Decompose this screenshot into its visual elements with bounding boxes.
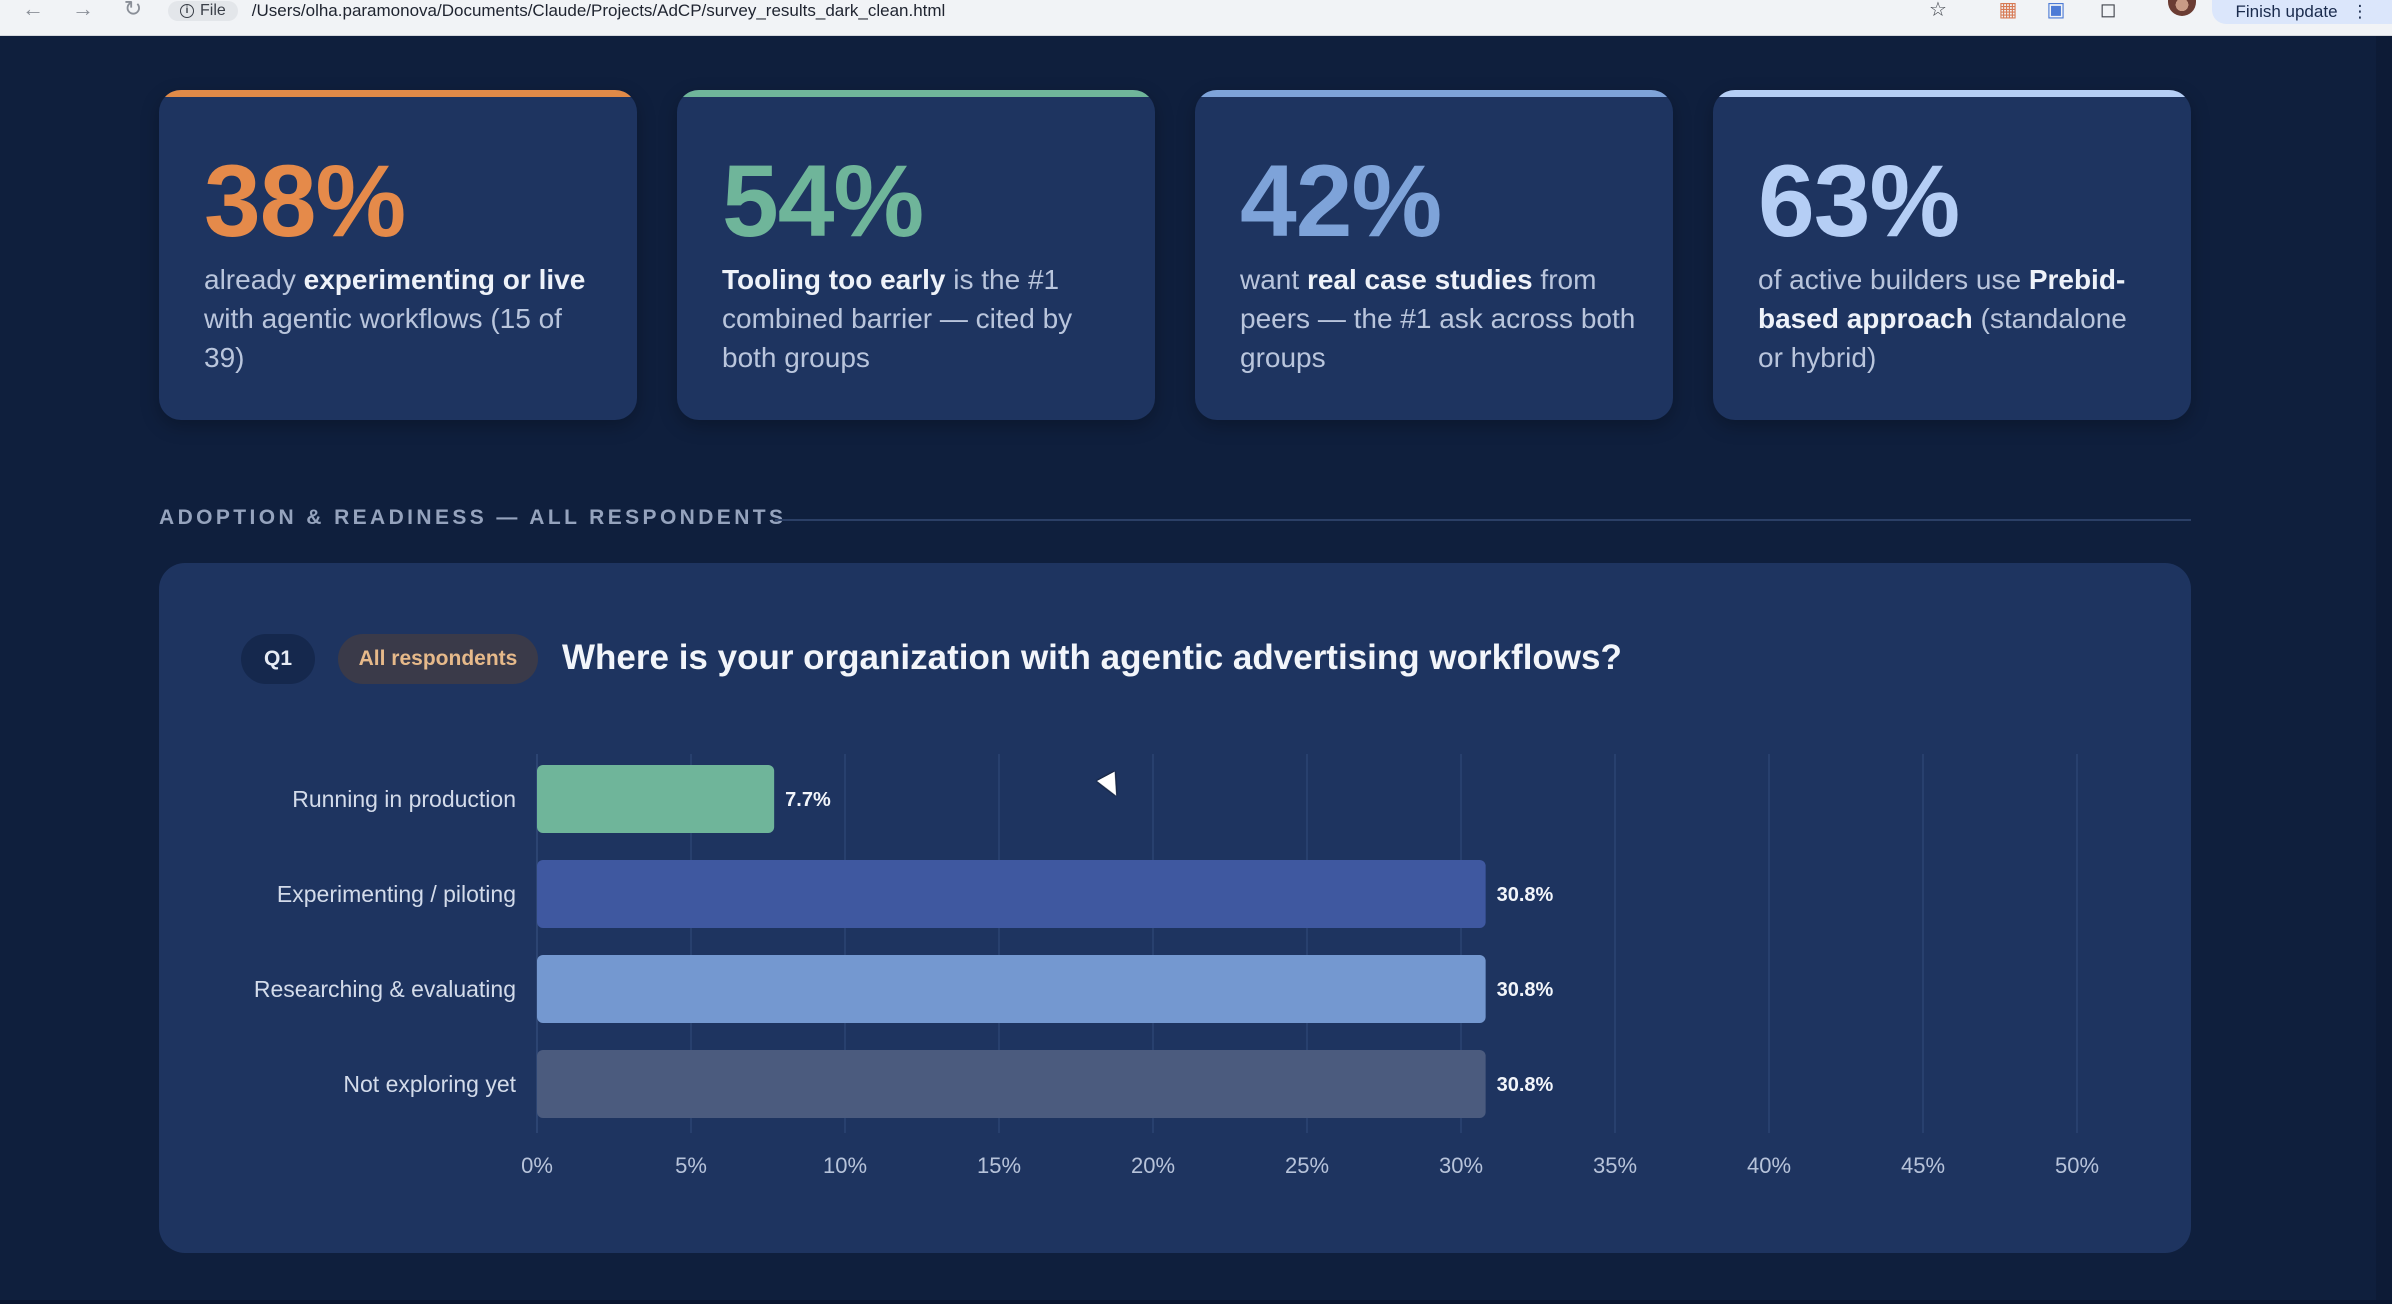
info-icon: i (180, 4, 194, 18)
stat-card-prebid: 63% of active builders use Prebid-based … (1713, 90, 2191, 420)
stat-description-text: (standalone or hybrid) (1758, 303, 2127, 373)
bar (537, 955, 1486, 1023)
audience-badge: All respondents (338, 634, 538, 684)
browser-toolbar: ← → ↻ i File /Users/olha.paramonova/Docu… (0, 0, 2392, 36)
x-tick-label: 0% (521, 1153, 553, 1178)
stat-description-text: of active builders use (1758, 264, 2029, 295)
stat-description-emphasis: experimenting or live (303, 264, 586, 295)
category-label: Not exploring yet (343, 1071, 516, 1097)
stat-description: Tooling too early is the #1 combined bar… (722, 260, 1122, 377)
category-label: Running in production (292, 786, 516, 812)
x-tick-label: 20% (1131, 1153, 1175, 1178)
question-title: Where is your organization with agentic … (562, 638, 1622, 677)
x-tick-label: 40% (1747, 1153, 1791, 1178)
extensions-puzzle-icon[interactable]: ◻ (2099, 0, 2117, 21)
stat-card-tooling: 54% Tooling too early is the #1 combined… (677, 90, 1155, 420)
stat-description: want real case studies from peers — the … (1240, 260, 1640, 377)
category-label: Researching & evaluating (254, 976, 516, 1002)
stat-description-emphasis: Prebid-based approach (1758, 264, 2126, 334)
x-tick-label: 50% (2055, 1153, 2099, 1178)
finish-update-label: Finish update (2235, 2, 2338, 21)
stat-description-emphasis: real case studies (1306, 264, 1533, 295)
x-tick-label: 10% (823, 1153, 867, 1178)
finish-update-button[interactable]: Finish update ⋮ (2212, 0, 2392, 24)
forward-icon[interactable]: → (72, 0, 94, 21)
stat-value: 38% (204, 144, 406, 258)
card-accent-line (677, 90, 1155, 97)
stat-description-emphasis: Tooling too early (722, 264, 946, 295)
stat-description: already experimenting or live with agent… (204, 260, 604, 377)
stat-description-text: from peers — the #1 ask across both grou… (1240, 264, 1636, 373)
value-label: 7.7% (785, 789, 831, 811)
window-edge (2376, 36, 2392, 1304)
scheme-label: File (200, 2, 226, 19)
stat-card-case-studies: 42% want real case studies from peers — … (1195, 90, 1673, 420)
value-label: 30.8% (1497, 979, 1554, 1001)
x-tick-label: 5% (675, 1153, 707, 1178)
address-bar[interactable]: i File /Users/olha.paramonova/Documents/… (168, 0, 1988, 22)
card-accent-line (159, 90, 637, 97)
category-label: Experimenting / piloting (277, 881, 516, 907)
stat-description-text: with agentic workflows (15 of 39) (204, 303, 562, 373)
translate-extension-icon[interactable]: ▣ (2046, 0, 2066, 21)
url-text[interactable]: /Users/olha.paramonova/Documents/Claude/… (251, 1, 946, 20)
reload-icon[interactable]: ↻ (123, 0, 143, 21)
stat-description: of active builders use Prebid-based appr… (1758, 260, 2158, 377)
bookmark-star-icon[interactable]: ☆ (1929, 0, 1947, 21)
stat-description-text: is the #1 combined barrier — cited by bo… (722, 264, 1073, 373)
site-info-chip[interactable]: i File (168, 1, 238, 21)
bar (537, 1050, 1486, 1118)
stat-card-experimenting: 38% already experimenting or live with a… (159, 90, 637, 420)
x-tick-label: 25% (1285, 1153, 1329, 1178)
value-label: 30.8% (1497, 884, 1554, 906)
card-accent-line (1195, 90, 1673, 97)
bar (537, 860, 1486, 928)
section-divider (775, 519, 2191, 521)
profile-avatar[interactable] (2168, 0, 2196, 16)
x-tick-label: 15% (977, 1153, 1021, 1178)
bar (537, 765, 775, 833)
x-tick-label: 35% (1593, 1153, 1637, 1178)
stat-value: 63% (1758, 144, 1960, 258)
stat-value: 54% (722, 144, 924, 258)
question-number-badge: Q1 (241, 634, 315, 684)
stat-value: 42% (1240, 144, 1442, 258)
x-tick-label: 45% (1901, 1153, 1945, 1178)
value-label: 30.8% (1497, 1074, 1554, 1096)
stat-description-text: want (1240, 264, 1307, 295)
more-menu-icon[interactable]: ⋮ (2351, 2, 2369, 21)
x-tick-label: 30% (1439, 1153, 1483, 1178)
extension-icon[interactable]: ▦ (1998, 0, 2018, 21)
section-heading: ADOPTION & READINESS — ALL RESPONDENTS (159, 506, 787, 529)
back-icon[interactable]: ← (22, 0, 44, 21)
window-bottom-edge (0, 1300, 2392, 1304)
card-accent-line (1713, 90, 2191, 97)
stat-description-text: already (204, 264, 304, 295)
